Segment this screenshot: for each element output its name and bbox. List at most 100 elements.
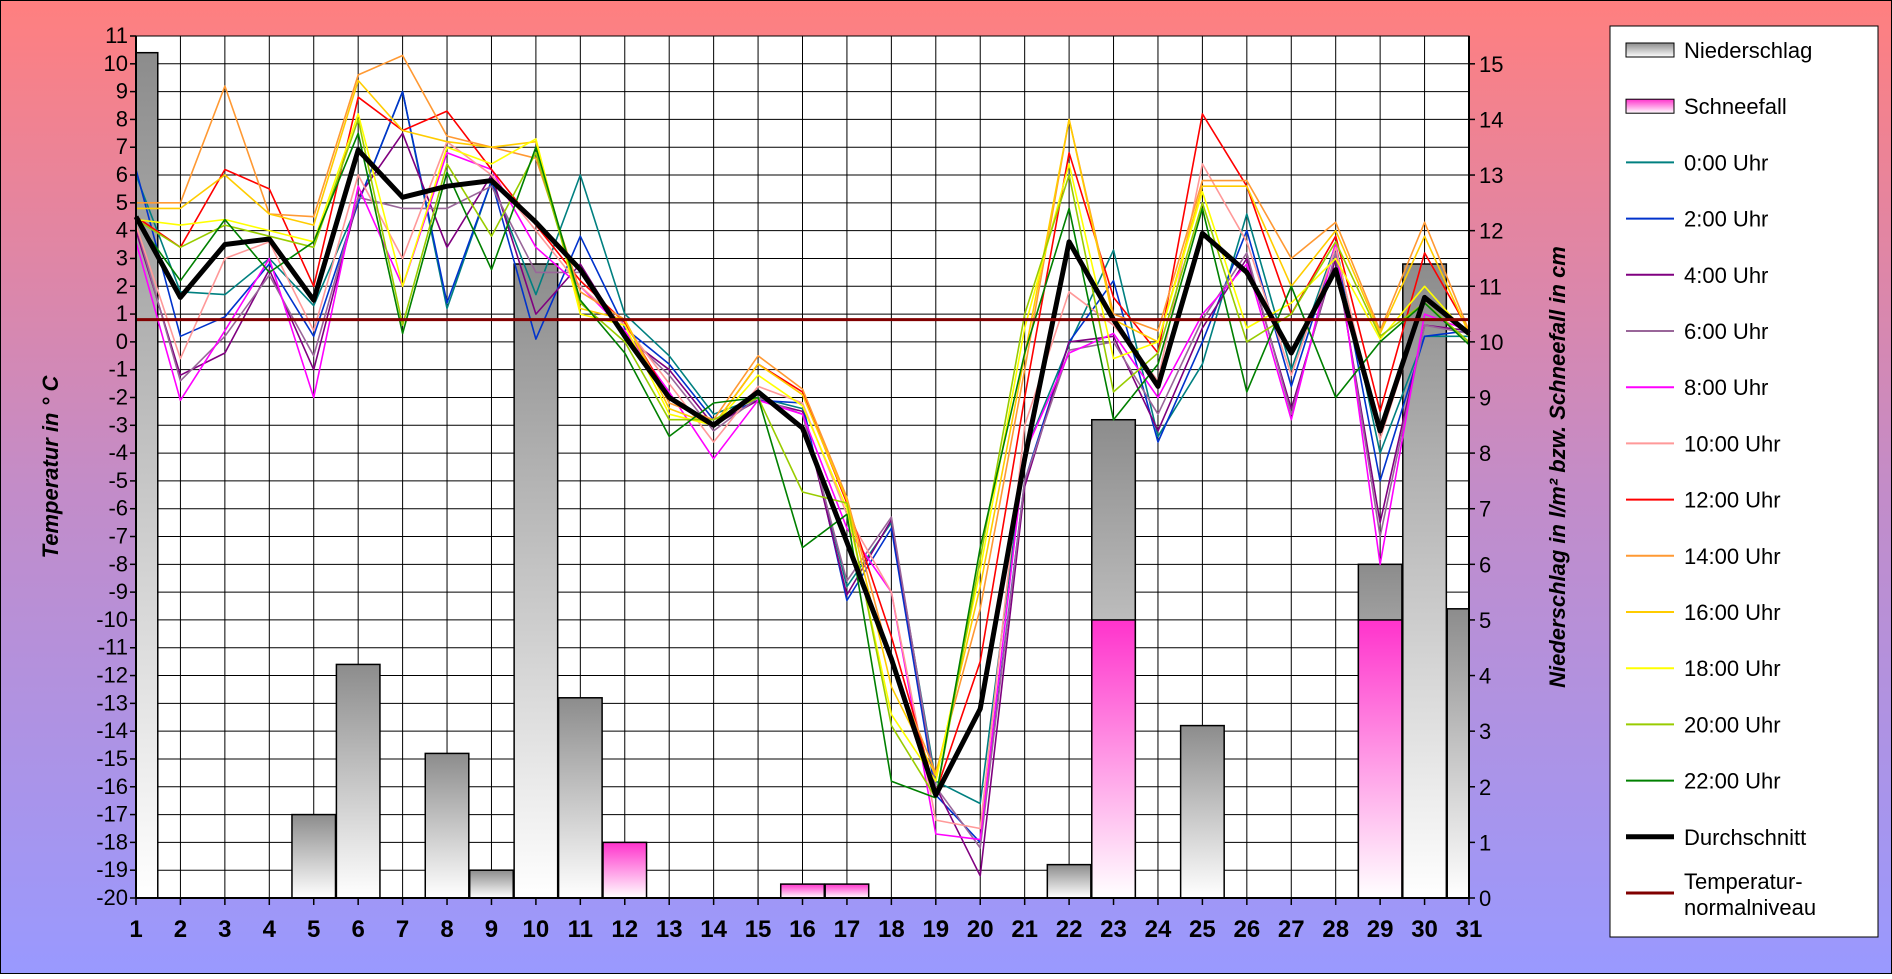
y-tick-label: 11 — [105, 23, 128, 48]
x-tick-label: 6 — [351, 916, 364, 943]
precipitation-bar — [1046, 863, 1092, 899]
legend-label: Schneefall — [1684, 94, 1787, 119]
legend-label: 14:00 Uhr — [1684, 544, 1781, 569]
snowfall-bar — [602, 841, 648, 899]
y-tick-label: 5 — [116, 190, 128, 215]
y-tick-label: -12 — [96, 663, 128, 688]
x-tick-label: 20 — [967, 916, 994, 943]
legend-swatch-schneefall — [1625, 98, 1675, 114]
temperature-lines — [133, 54, 1471, 877]
x-tick-label: 26 — [1233, 916, 1260, 943]
x-tick-label: 4 — [263, 916, 277, 943]
y-tick-label: -10 — [96, 607, 128, 632]
x-tick-label: 14 — [700, 916, 727, 943]
y-tick-label: 8 — [116, 106, 128, 131]
y-tick-label: -4 — [108, 440, 128, 465]
y-tick-label: 6 — [116, 162, 128, 187]
x-tick-label: 27 — [1278, 916, 1305, 943]
series-line-14-00-uhr — [136, 54, 1470, 774]
y-tick-label: 0 — [116, 329, 128, 354]
y-tick-label: -7 — [108, 524, 128, 549]
x-tick-label: 29 — [1367, 916, 1394, 943]
series-line-10-00-uhr — [135, 140, 1470, 830]
legend-label: 18:00 Uhr — [1684, 656, 1781, 681]
legend-label: 22:00 Uhr — [1684, 769, 1781, 794]
y-tick-label: -15 — [96, 746, 128, 771]
y-tick-label: -20 — [96, 885, 128, 910]
legend: Niederschlag Schneefall 0:00 Uhr 2:00 Uhr 4:… — [1609, 25, 1879, 938]
snowfall-bar — [779, 883, 826, 899]
y2-tick-label: 15 — [1479, 52, 1503, 77]
precipitation-bar — [1446, 608, 1470, 899]
axes: 11109876543210-1-2-3-4-5-6-7-8-9-10-11-1… — [96, 23, 1503, 943]
precipitation-bar — [557, 697, 603, 899]
y2-tick-label: 12 — [1479, 219, 1503, 244]
x-tick-label: 25 — [1189, 916, 1216, 943]
snowfall-bar — [824, 883, 870, 899]
x-tick-label: 7 — [396, 916, 409, 943]
x-tick-label: 5 — [307, 916, 320, 943]
legend-label: 16:00 Uhr — [1684, 600, 1781, 625]
y-axis-label: Temperatur in ° C — [38, 374, 63, 558]
precipitation-bar — [1179, 724, 1225, 899]
y-tick-label: 10 — [104, 51, 128, 76]
legend-label: Temperatur-normalniveau — [1684, 869, 1816, 920]
series-line-8-00-uhr — [135, 152, 1470, 841]
y-tick-label: -5 — [108, 468, 128, 493]
legend-label: 6:00 Uhr — [1684, 319, 1768, 344]
series-line-16-00-uhr — [136, 79, 1470, 777]
x-tick-label: 18 — [878, 916, 905, 943]
x-tick-label: 1 — [129, 916, 142, 943]
y-tick-label: -18 — [96, 829, 128, 854]
y-tick-label: -19 — [96, 857, 128, 882]
y-tick-label: -14 — [96, 718, 128, 743]
y2-tick-label: 1 — [1479, 830, 1491, 855]
precipitation-bar — [424, 752, 470, 899]
x-tick-label: 30 — [1411, 916, 1438, 943]
x-tick-label: 17 — [834, 916, 861, 943]
x-tick-label: 9 — [485, 916, 498, 943]
x-tick-label: 24 — [1145, 916, 1172, 943]
y-tick-label: 1 — [116, 301, 128, 326]
legend-label: 8:00 Uhr — [1684, 375, 1768, 400]
y-tick-label: -11 — [98, 635, 128, 660]
legend-box — [1609, 25, 1879, 938]
y-tick-label: -1 — [108, 357, 128, 382]
precipitation-bar — [335, 663, 381, 899]
x-tick-label: 15 — [745, 916, 772, 943]
y-tick-label: -9 — [108, 579, 128, 604]
x-tick-label: 10 — [523, 916, 550, 943]
legend-label: 0:00 Uhr — [1684, 150, 1768, 175]
snowfall-bar — [1357, 619, 1403, 899]
y2-tick-label: 6 — [1479, 552, 1491, 577]
y-tick-label: 9 — [116, 79, 128, 104]
precipitation-bar — [468, 869, 514, 899]
x-tick-label: 31 — [1456, 916, 1483, 943]
y-tick-label: -3 — [108, 412, 128, 437]
y2-tick-label: 13 — [1479, 163, 1503, 188]
y-tick-label: -2 — [108, 384, 128, 409]
series-line-durchschnitt — [133, 147, 1471, 798]
legend-label: 4:00 Uhr — [1684, 263, 1768, 288]
y2-tick-label: 14 — [1479, 107, 1503, 132]
y2-axis-label: Niederschlag in l/m² bzw. Schneefall in … — [1545, 246, 1570, 688]
y2-tick-label: 2 — [1479, 775, 1491, 800]
y2-tick-label: 7 — [1479, 497, 1491, 522]
legend-label: 12:00 Uhr — [1684, 488, 1781, 513]
y-tick-label: -13 — [96, 690, 128, 715]
x-tick-label: 3 — [218, 916, 231, 943]
series-line-20-00-uhr — [135, 118, 1470, 799]
x-tick-label: 19 — [922, 916, 949, 943]
legend-label: Durchschnitt — [1684, 825, 1806, 850]
legend-label: 20:00 Uhr — [1684, 712, 1781, 737]
y2-tick-label: 9 — [1479, 385, 1491, 410]
x-tick-label: 13 — [656, 916, 683, 943]
x-tick-label: 28 — [1322, 916, 1349, 943]
y2-tick-label: 5 — [1479, 608, 1491, 633]
x-tick-label: 16 — [789, 916, 816, 943]
y2-tick-label: 11 — [1479, 274, 1502, 299]
y2-tick-label: 3 — [1479, 719, 1491, 744]
legend-label: 10:00 Uhr — [1684, 431, 1781, 456]
